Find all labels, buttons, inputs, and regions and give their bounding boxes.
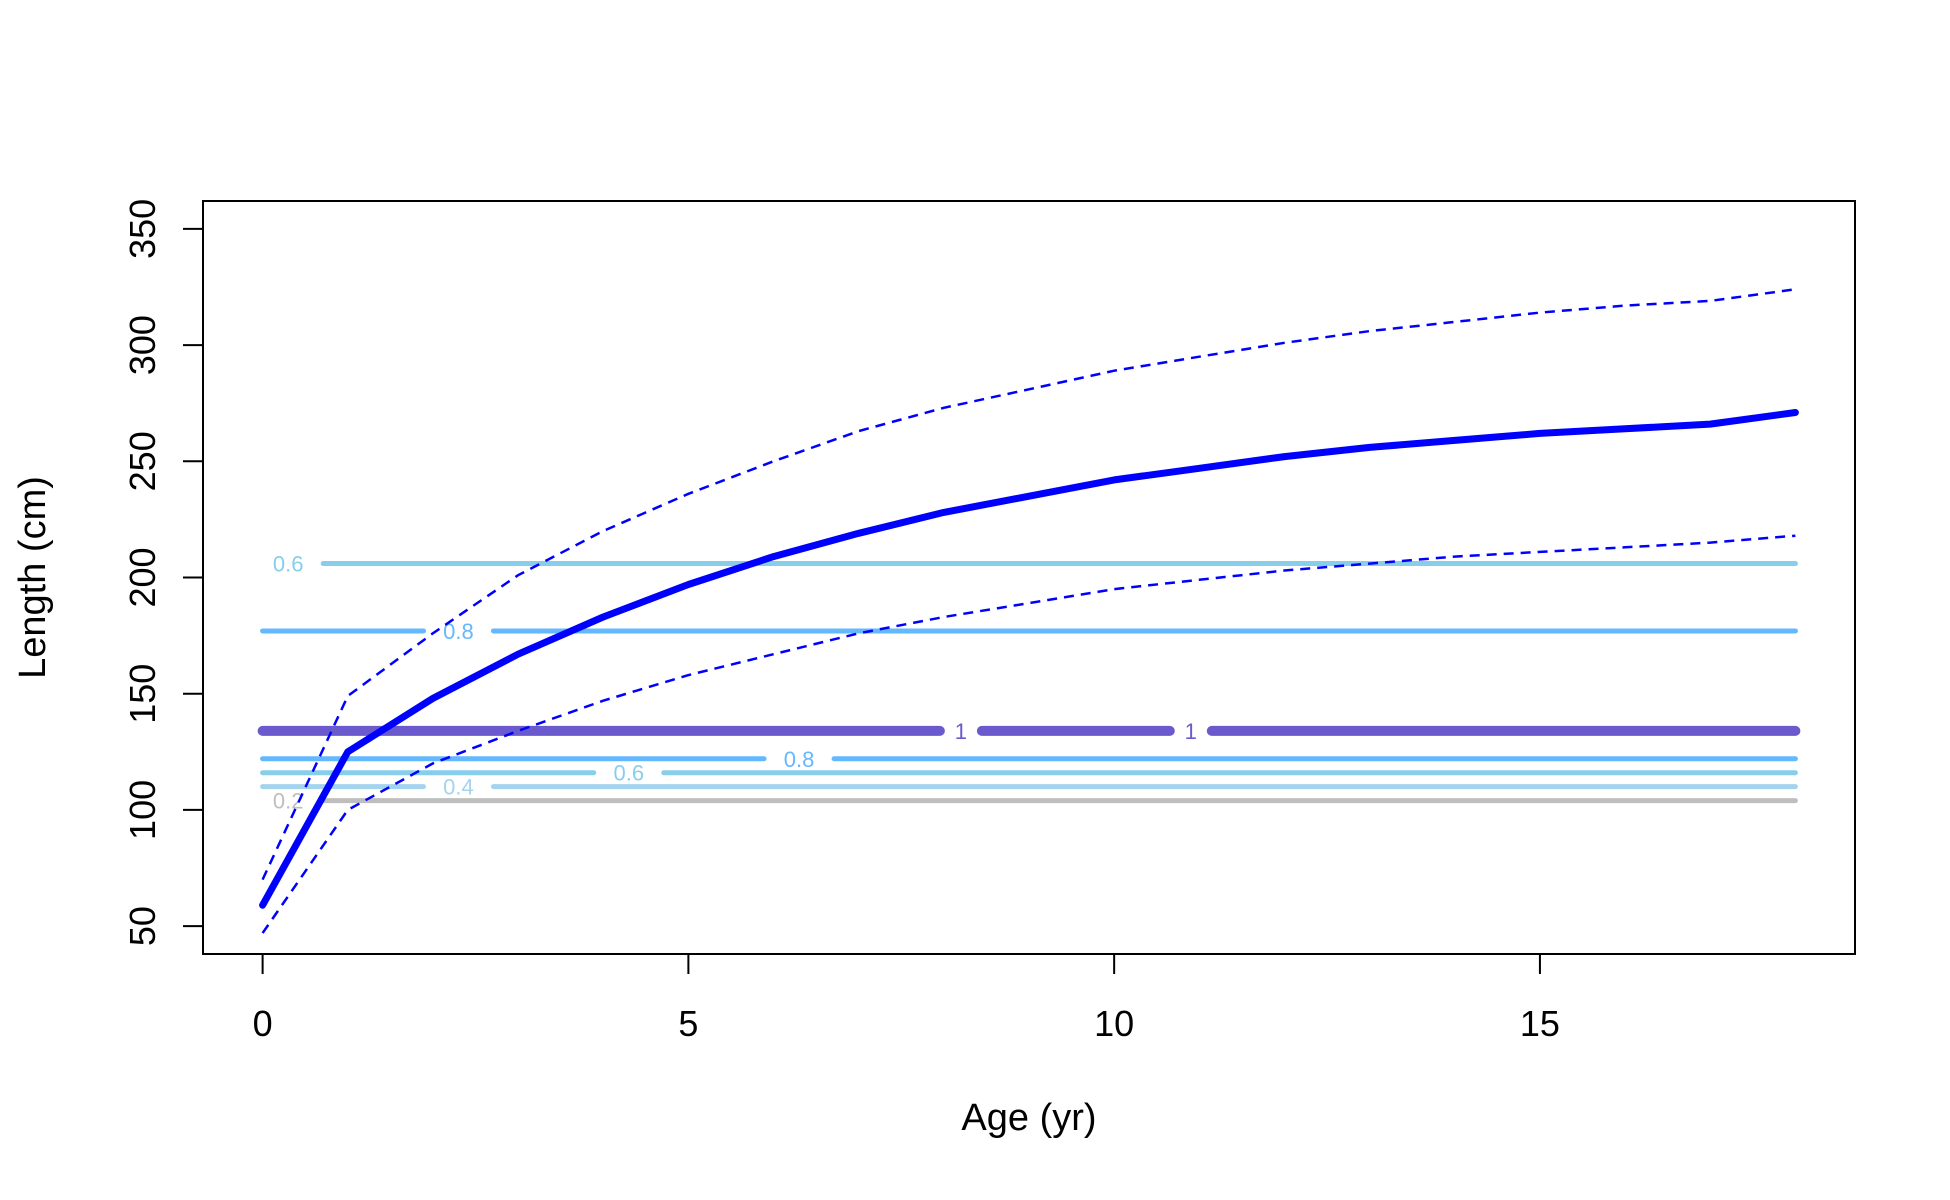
x-tick-label-15: 15 — [1520, 1003, 1560, 1044]
plot-frame — [202, 200, 1856, 955]
x-axis: 0 5 10 15 — [253, 953, 1560, 1044]
y-tick-label-100: 100 — [122, 780, 163, 840]
y-tick-label-300: 300 — [122, 315, 163, 375]
confidence-bound-line-1 — [261, 288, 1796, 881]
contour-label-2-1: 1 — [1185, 719, 1197, 744]
contour-label-5-0: 0.4 — [443, 775, 474, 800]
y-tick-label-50: 50 — [122, 906, 163, 946]
y-tick-label-200: 200 — [122, 547, 163, 607]
contour-label-0-0: 0.6 — [273, 552, 304, 577]
x-tick-label-10: 10 — [1094, 1003, 1134, 1044]
x-tick-label-5: 5 — [678, 1003, 698, 1044]
mean-growth-line — [259, 409, 1799, 909]
y-axis: 50 100 150 200 250 300 350 — [122, 199, 204, 946]
y-axis-title: Length (cm) — [12, 476, 54, 679]
contour-label-2-0: 1 — [955, 719, 967, 744]
contour-label-3-0: 0.8 — [784, 747, 815, 772]
y-tick-label-350: 350 — [122, 199, 163, 259]
x-axis-title: Age (yr) — [961, 1097, 1096, 1139]
y-tick-label-250: 250 — [122, 431, 163, 491]
confidence-bound-line-2 — [261, 534, 1796, 934]
growth-series — [259, 288, 1799, 934]
x-tick-label-0: 0 — [253, 1003, 273, 1044]
contour-lines: 0.60.81 10.80.60.40.2 — [257, 552, 1801, 814]
contour-label-4-0: 0.6 — [613, 761, 644, 786]
y-tick-label-150: 150 — [122, 664, 163, 724]
